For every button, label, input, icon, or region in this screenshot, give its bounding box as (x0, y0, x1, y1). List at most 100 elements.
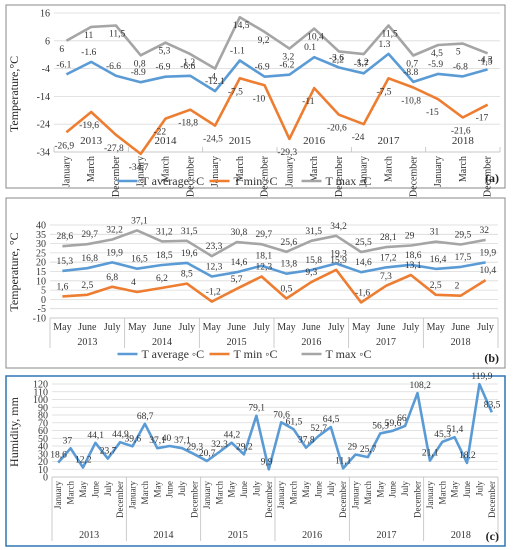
data-label: 17,2 (380, 253, 397, 263)
data-label: 18,1 (256, 252, 273, 262)
data-label: -22 (154, 128, 167, 138)
x-tick-label: July (179, 322, 196, 333)
data-label: -10 (253, 94, 266, 104)
x-year-label: 2014 (154, 530, 174, 541)
y-tick-label: -10 (33, 314, 46, 325)
x-year-label: 2016 (303, 135, 326, 147)
x-tick-label: June (90, 481, 100, 498)
data-label: -6.1 (56, 60, 71, 70)
data-label: 4 (131, 278, 136, 288)
data-label: 14,5 (233, 21, 250, 31)
x-tick-label: December (115, 481, 125, 518)
data-label: 20,7 (199, 449, 216, 459)
data-label: -15 (426, 108, 439, 118)
data-label: 28,1 (380, 233, 397, 243)
data-label: 40 (162, 434, 172, 444)
panel-c-humidity: 1201101009080706050403020100Humidity, mm… (6, 372, 505, 546)
data-label: 16,5 (131, 255, 148, 265)
legend-entry: T min ◦C (234, 174, 278, 188)
x-tick-label: May (152, 481, 162, 498)
y-tick-label: 16 (40, 9, 50, 20)
y-tick-label: -24 (37, 120, 50, 131)
x-tick-label: January (425, 481, 435, 509)
data-label: 44,2 (224, 431, 241, 441)
data-label: 0,5 (280, 284, 292, 294)
data-label: -26,9 (54, 141, 74, 151)
x-tick-label: July (326, 481, 336, 497)
data-label: 0.1 (304, 43, 316, 53)
data-label: 4,5 (431, 49, 443, 59)
x-tick-label: January (351, 481, 361, 509)
data-label: 119,9 (471, 372, 492, 382)
x-tick-label: July (328, 322, 345, 333)
x-tick-label: January (276, 481, 286, 509)
data-label: -21,6 (451, 127, 471, 137)
data-label: 6,8 (106, 273, 118, 283)
data-label: 11,5 (382, 30, 399, 40)
data-label: 29,5 (455, 231, 472, 241)
data-label: 1.3 (379, 40, 391, 50)
panel-label: (c) (486, 529, 499, 543)
y-axis-label: Temperature,°C (7, 56, 21, 132)
y-axis-label: Temperature, °C (7, 232, 21, 311)
x-tick-label: July (253, 322, 270, 333)
data-label: -1.1 (230, 47, 245, 57)
data-label: 14,6 (231, 258, 248, 268)
data-label: 23,3 (206, 242, 223, 252)
data-label: -1,6 (355, 288, 370, 298)
data-label: -7,5 (228, 87, 243, 97)
data-label: 28,6 (56, 232, 73, 242)
data-label: 12,3 (206, 263, 223, 273)
data-label: -6.8 (453, 62, 468, 72)
x-tick-label: May (53, 322, 71, 333)
data-label: 10,4 (307, 33, 324, 43)
x-tick-label: January (210, 156, 221, 187)
data-label: 6 (59, 45, 64, 55)
data-label: 66 (397, 414, 407, 424)
data-label: 12,3 (256, 263, 273, 273)
data-label: -20,6 (327, 124, 347, 134)
x-tick-label: March (437, 481, 447, 505)
data-label: -24,5 (203, 135, 223, 145)
data-label: -6.6 (106, 62, 121, 72)
data-label: 2,5 (81, 281, 93, 291)
x-tick-label: March (289, 481, 299, 505)
x-tick-label: July (177, 481, 187, 497)
x-tick-label: December (408, 155, 419, 197)
x-tick-label: January (433, 156, 444, 187)
data-label: 1,2 (183, 58, 195, 68)
data-label: 34,2 (330, 222, 347, 232)
x-tick-label: June (313, 481, 323, 498)
x-year-label: 2017 (376, 337, 396, 348)
data-label: 32 (480, 226, 490, 236)
data-label: 29 (348, 443, 358, 453)
data-label: 83,5 (484, 400, 501, 410)
x-year-label: 2015 (229, 135, 252, 147)
x-year-label: 2018 (452, 135, 475, 147)
x-tick-label: March (458, 156, 469, 182)
data-label: 19,6 (181, 249, 198, 259)
data-label: -17 (476, 114, 489, 124)
data-label: 9,3 (305, 268, 317, 278)
data-label: 108,2 (409, 381, 431, 391)
legend-entry: T min ◦C (234, 347, 278, 361)
data-label: 32,2 (106, 226, 123, 236)
data-label: 37,1 (131, 216, 148, 226)
x-tick-label: May (375, 481, 385, 498)
x-tick-label: March (309, 156, 320, 182)
data-label: 17,5 (455, 253, 472, 263)
data-label: 9,9 (261, 457, 273, 467)
data-label: -10,8 (401, 97, 421, 107)
x-year-label: 2016 (301, 337, 321, 348)
data-label: 31,2 (156, 227, 173, 237)
data-label: -1.6 (81, 48, 96, 58)
data-label: 31,5 (181, 227, 198, 237)
data-label: 2 (455, 282, 460, 292)
data-label: 7,3 (380, 272, 392, 282)
data-label: 25,6 (280, 238, 297, 248)
data-label: 16,8 (81, 254, 98, 264)
x-year-label: 2017 (378, 135, 401, 147)
data-label: 31 (430, 228, 440, 238)
data-label: 44,1 (87, 431, 104, 441)
x-tick-label: June (78, 322, 97, 333)
